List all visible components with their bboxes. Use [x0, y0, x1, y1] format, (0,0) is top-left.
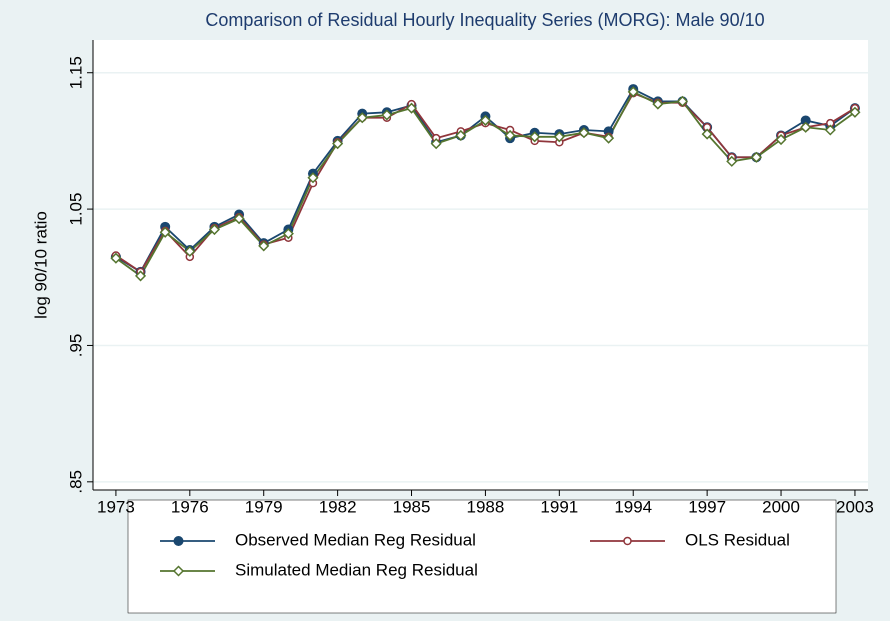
- x-tick-label: 1988: [467, 497, 505, 516]
- x-tick-label: 1997: [688, 497, 726, 516]
- marker: [110, 252, 122, 264]
- x-tick-label: 1985: [393, 497, 431, 516]
- marker: [282, 228, 294, 240]
- marker: [824, 124, 836, 136]
- x-tick-label: 1982: [319, 497, 357, 516]
- marker: [504, 129, 516, 142]
- x-tick-label: 1979: [245, 497, 283, 516]
- legend-label: OLS Residual: [685, 530, 790, 549]
- y-tick-label: .95: [66, 334, 85, 358]
- marker: [529, 131, 541, 143]
- marker: [381, 109, 393, 121]
- marker: [172, 565, 185, 577]
- marker: [332, 138, 344, 150]
- marker: [553, 131, 565, 143]
- marker: [676, 95, 689, 107]
- marker: [208, 223, 221, 236]
- marker: [405, 102, 418, 114]
- y-axis-label: log 90/10 ratio: [31, 211, 50, 319]
- marker: [849, 106, 861, 118]
- marker: [479, 114, 491, 127]
- marker: [750, 151, 762, 163]
- marker: [159, 226, 171, 238]
- marker: [627, 86, 639, 98]
- marker: [603, 132, 615, 144]
- x-tick-label: 1976: [171, 497, 209, 516]
- marker: [134, 270, 147, 282]
- marker: [652, 98, 664, 110]
- chart-title: Comparison of Residual Hourly Inequality…: [205, 10, 764, 30]
- marker: [623, 536, 632, 546]
- x-tick-label: 1991: [540, 497, 578, 516]
- marker: [578, 127, 590, 139]
- x-tick-label: 1973: [97, 497, 135, 516]
- legend-box: [127, 499, 837, 614]
- legend-label: Observed Median Reg Residual: [235, 530, 476, 549]
- x-tick-label: 2000: [762, 497, 800, 516]
- marker: [800, 115, 811, 126]
- marker: [184, 245, 196, 257]
- marker: [701, 128, 713, 140]
- marker: [233, 213, 245, 225]
- marker: [258, 240, 270, 252]
- marker: [356, 112, 368, 124]
- y-tick-label: 1.05: [66, 193, 85, 226]
- marker: [307, 172, 319, 184]
- plot-area: [93, 40, 868, 490]
- marker: [775, 133, 787, 146]
- marker: [726, 155, 738, 167]
- marker: [173, 536, 184, 546]
- y-tick-label: .85: [66, 470, 85, 494]
- marker: [800, 121, 812, 133]
- x-tick-label: 1994: [614, 497, 652, 516]
- marker: [430, 138, 442, 150]
- legend-label: Simulated Median Reg Residual: [235, 560, 478, 579]
- y-tick-label: 1.15: [66, 56, 85, 89]
- marker: [455, 129, 467, 142]
- x-tick-label: 2003: [836, 497, 874, 516]
